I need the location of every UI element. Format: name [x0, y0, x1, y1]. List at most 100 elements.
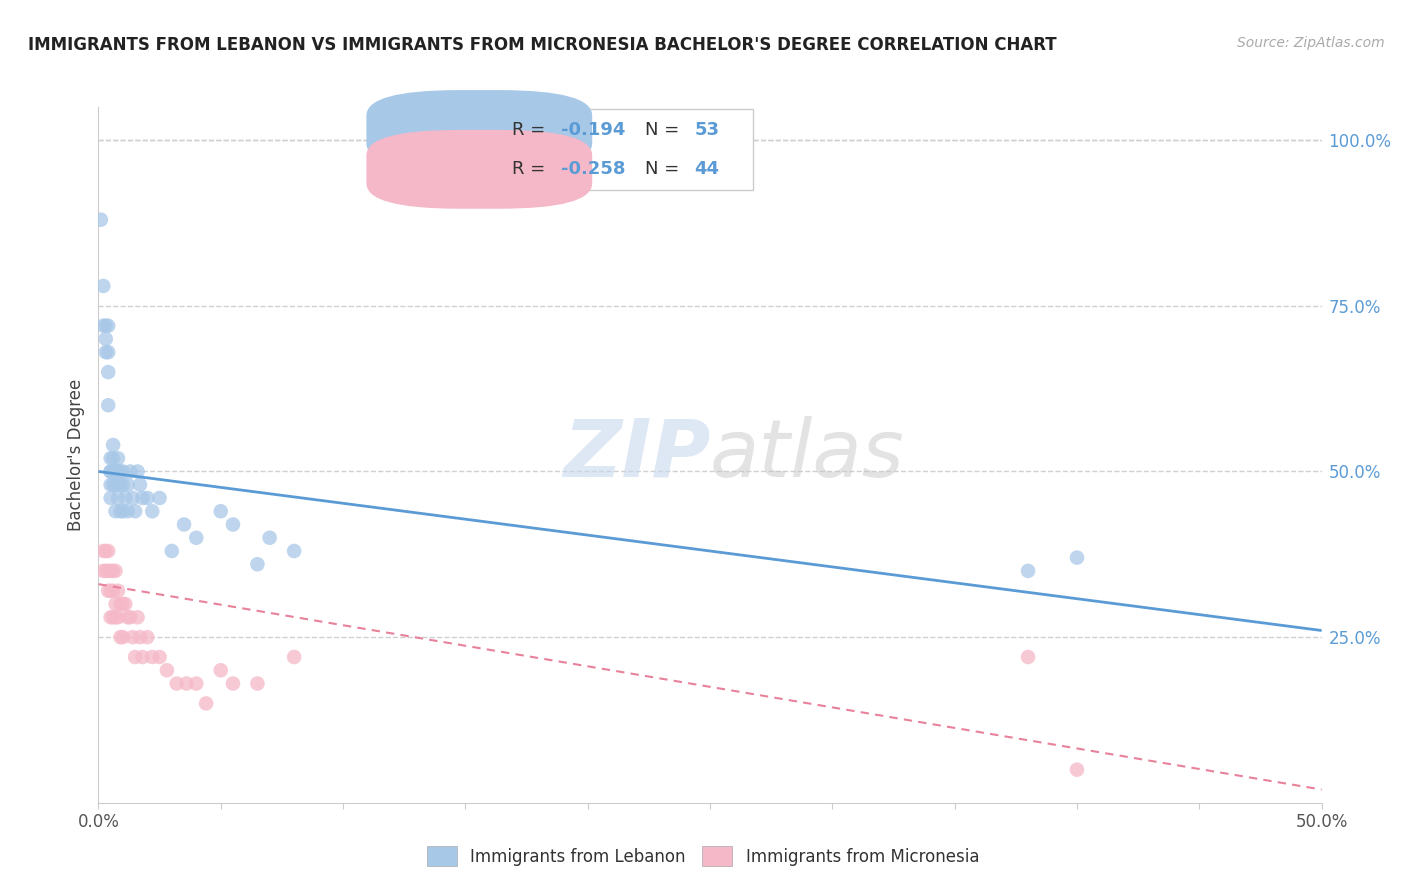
Point [259, 531, 281, 545]
Point [100, 465, 122, 479]
Point [110, 630, 132, 644]
Point [101, 477, 124, 491]
Point [246, 676, 269, 690]
Point [110, 597, 132, 611]
Point [124, 650, 146, 665]
Text: N =: N = [645, 121, 685, 139]
Point [127, 610, 149, 624]
Point [104, 610, 127, 624]
Point [111, 465, 134, 479]
Point [94, 544, 117, 558]
Point [91, 279, 114, 293]
Point [173, 517, 195, 532]
Point [104, 597, 127, 611]
Text: ZIP: ZIP [562, 416, 710, 494]
Point [111, 477, 134, 491]
Text: R =: R = [512, 160, 551, 178]
Point [131, 650, 153, 665]
Point [117, 477, 139, 491]
Point [110, 504, 132, 518]
Point [107, 465, 129, 479]
Point [101, 610, 124, 624]
Point [101, 465, 124, 479]
Point [97, 564, 120, 578]
Point [101, 583, 124, 598]
FancyBboxPatch shape [367, 130, 592, 209]
Point [156, 663, 179, 677]
Point [94, 318, 117, 333]
Point [141, 650, 163, 665]
Point [91, 564, 114, 578]
Point [129, 630, 152, 644]
Point [97, 398, 120, 412]
Point [1017, 650, 1039, 665]
Point [100, 583, 122, 598]
Text: N =: N = [645, 160, 685, 178]
Point [114, 491, 136, 505]
Point [141, 504, 163, 518]
FancyBboxPatch shape [453, 109, 754, 190]
Point [100, 610, 122, 624]
Point [111, 597, 134, 611]
Point [101, 564, 124, 578]
Point [117, 610, 139, 624]
Point [101, 451, 124, 466]
Point [104, 465, 127, 479]
Point [136, 630, 159, 644]
Point [104, 564, 127, 578]
Point [100, 451, 122, 466]
Point [120, 465, 142, 479]
Text: -0.194: -0.194 [561, 121, 626, 139]
Text: IMMIGRANTS FROM LEBANON VS IMMIGRANTS FROM MICRONESIA BACHELOR'S DEGREE CORRELAT: IMMIGRANTS FROM LEBANON VS IMMIGRANTS FR… [28, 36, 1057, 54]
Point [209, 663, 232, 677]
Point [1066, 550, 1088, 565]
Point [97, 318, 120, 333]
Point [195, 697, 218, 711]
Point [90, 212, 112, 227]
Point [104, 504, 127, 518]
Point [107, 583, 129, 598]
Point [107, 451, 129, 466]
Point [222, 517, 245, 532]
Point [1066, 763, 1088, 777]
Point [111, 504, 134, 518]
Text: 44: 44 [695, 160, 720, 178]
Point [131, 491, 153, 505]
Point [91, 544, 114, 558]
Point [97, 544, 120, 558]
Point [186, 676, 208, 690]
Point [136, 491, 159, 505]
Point [127, 465, 149, 479]
Point [107, 610, 129, 624]
Point [149, 491, 172, 505]
Point [91, 318, 114, 333]
Point [114, 597, 136, 611]
Point [121, 491, 143, 505]
Point [97, 365, 120, 379]
Point [120, 610, 142, 624]
Point [100, 564, 122, 578]
Point [222, 676, 245, 690]
FancyBboxPatch shape [367, 90, 592, 169]
Point [129, 477, 152, 491]
Point [110, 477, 132, 491]
Point [121, 630, 143, 644]
Point [111, 630, 134, 644]
Point [166, 676, 188, 690]
Point [100, 491, 122, 505]
Point [101, 438, 124, 452]
Point [209, 504, 232, 518]
Point [94, 345, 117, 359]
Point [1017, 564, 1039, 578]
Text: Source: ZipAtlas.com: Source: ZipAtlas.com [1237, 36, 1385, 50]
Point [117, 504, 139, 518]
Point [160, 544, 183, 558]
Point [94, 332, 117, 346]
Text: R =: R = [512, 121, 551, 139]
Point [110, 465, 132, 479]
Legend: Immigrants from Lebanon, Immigrants from Micronesia: Immigrants from Lebanon, Immigrants from… [419, 838, 987, 875]
Point [186, 531, 208, 545]
Point [246, 558, 269, 572]
Point [107, 491, 129, 505]
Point [97, 583, 120, 598]
